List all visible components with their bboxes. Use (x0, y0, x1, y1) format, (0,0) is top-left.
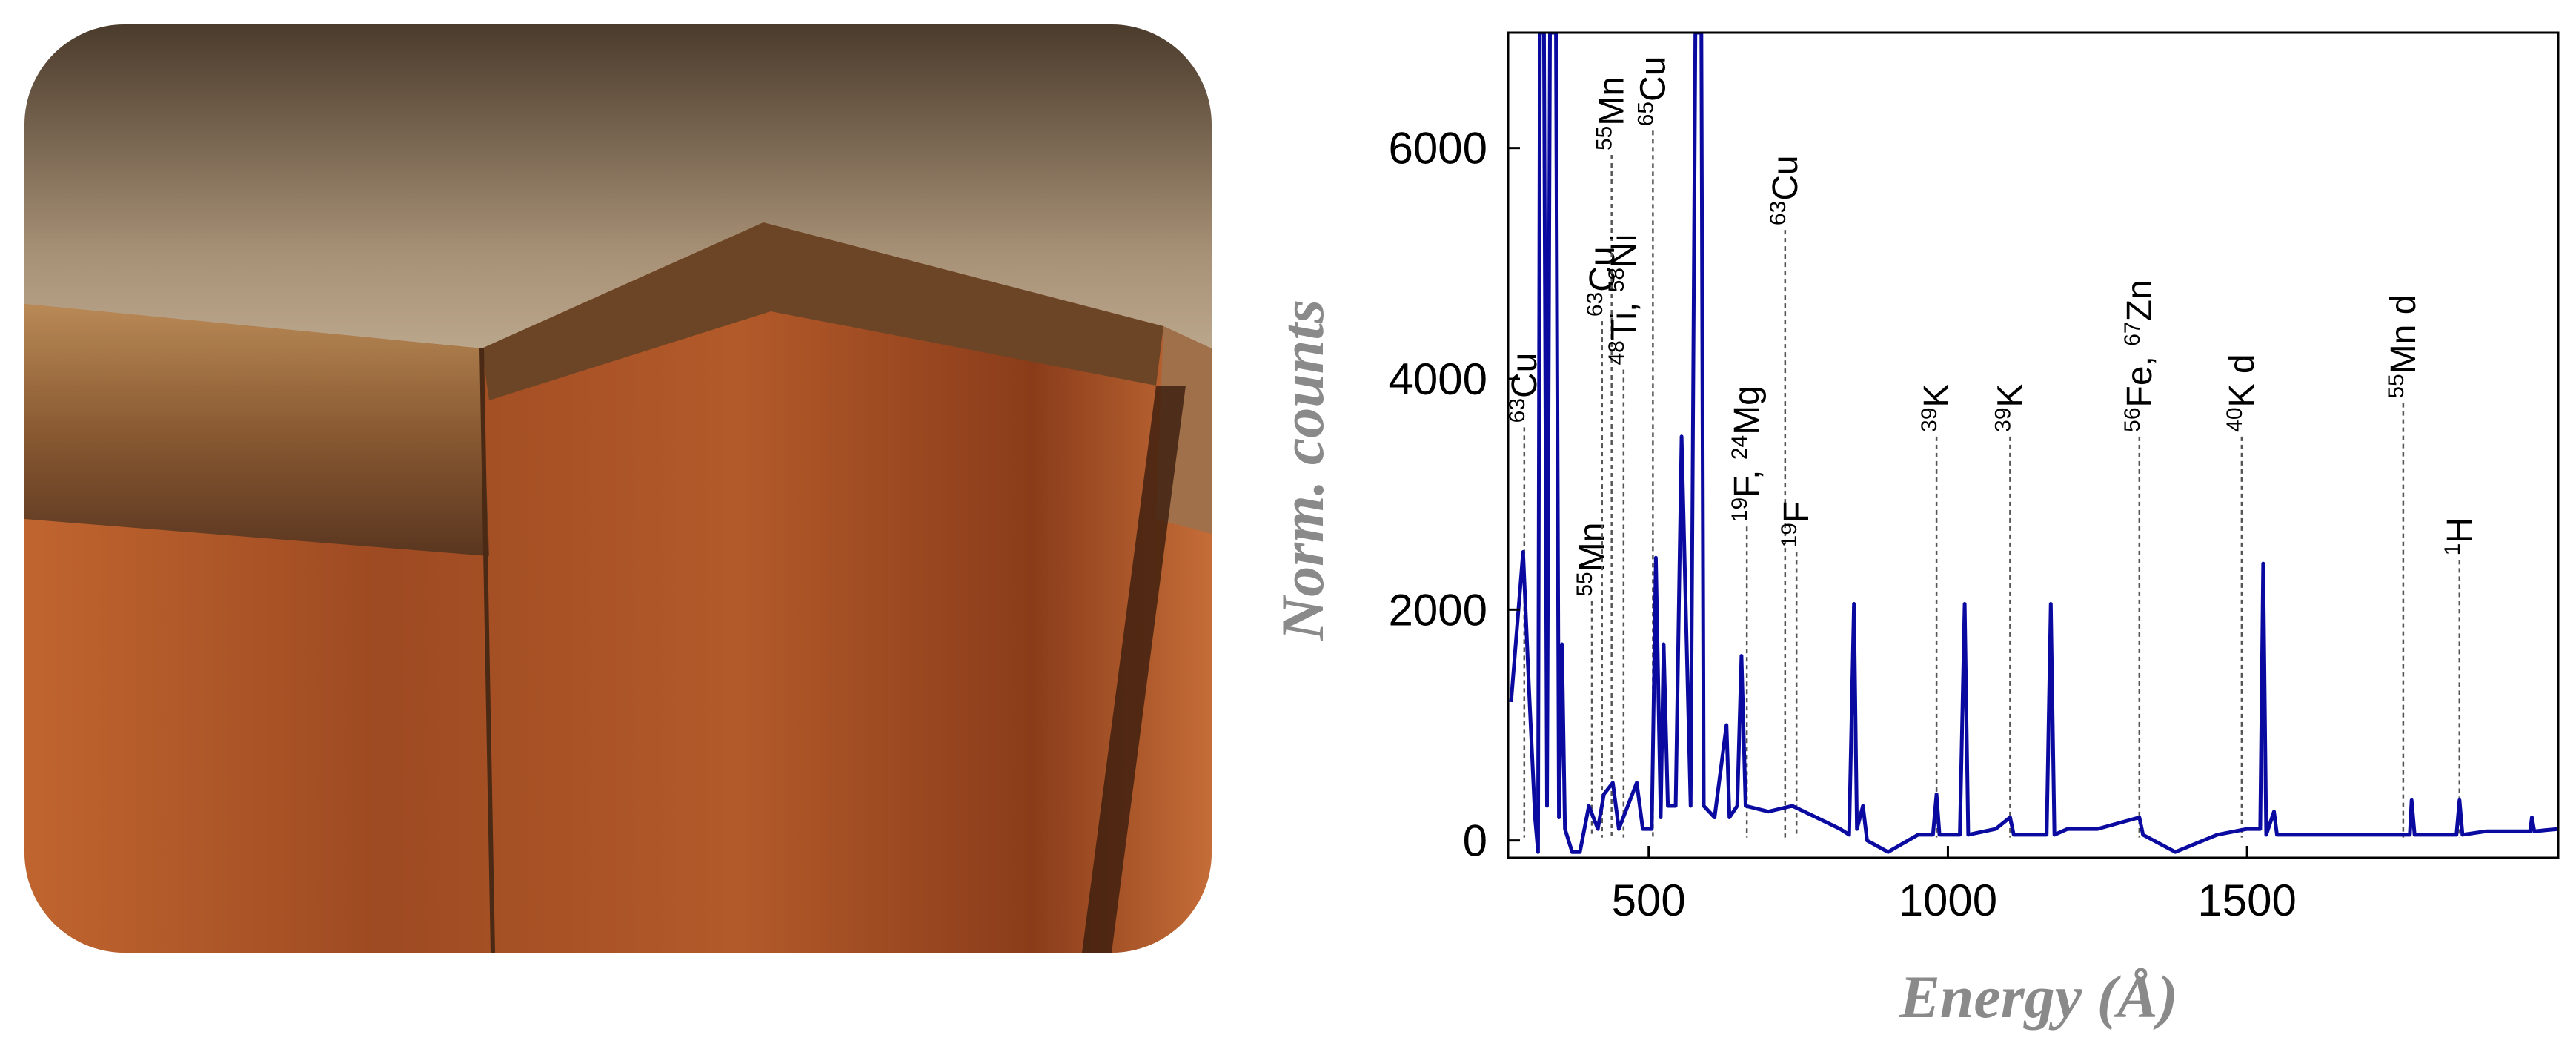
annotation-label: 56Fe, 67Zn (2120, 280, 2160, 431)
annotation-label: 39K (1991, 383, 2030, 431)
annotation-mass: 65 (1633, 102, 1658, 126)
annotation-label: 65Cu (1633, 56, 1673, 127)
annotation-element: Ti, (1604, 302, 1644, 341)
y-tick-label: 4000 (1389, 354, 1487, 404)
annotation-label: 55Mn (1573, 523, 1612, 597)
annotation-element: Zn (2120, 280, 2160, 321)
x-tick-label: 500 (1612, 876, 1686, 925)
annotation-mass: 40 (2223, 407, 2247, 431)
annotation-mass: 24 (1727, 435, 1752, 460)
annotation-element: Mn (1573, 523, 1612, 572)
annotation-element: Ni (1604, 234, 1644, 268)
annotation-element: Mg (1727, 386, 1767, 435)
annotation-mass: 39 (1991, 407, 2015, 431)
annotation-mass: 55 (1573, 572, 1597, 596)
x-tick-label: 1000 (1899, 876, 1997, 925)
annotation-label: 55Mn (1593, 76, 1632, 151)
y-tick-label: 6000 (1389, 124, 1487, 173)
y-tick-label: 2000 (1389, 585, 1487, 635)
annotation-mass: 63 (1583, 292, 1607, 317)
annotation-element: F, (1727, 470, 1767, 497)
annotation-element: F (1777, 501, 1816, 523)
annotation-label: 63Cu (1583, 246, 1622, 317)
annotation-element: Fe, (2120, 356, 2160, 407)
annotation-element: K (1991, 383, 2030, 407)
annotation-element: Cu (1633, 56, 1673, 102)
annotation-mass: 19 (1727, 497, 1752, 522)
annotation-element: Cu (1583, 246, 1622, 291)
annotation-element: Mn d (2384, 295, 2423, 374)
annotation-label: 48Ti, 58Ni (1604, 234, 1644, 366)
annotation-element: K d (2223, 354, 2262, 407)
annotation-mass: 67 (2120, 321, 2145, 345)
annotation-label: 39K (1917, 383, 1956, 431)
x-tick-label: 1500 (2197, 876, 2296, 925)
annotation-element: H (2440, 517, 2480, 543)
annotation-label: 19F (1777, 501, 1816, 548)
photo (24, 24, 1212, 953)
annotation-mass: 48 (1604, 340, 1629, 365)
annotation-mass: 58 (1604, 268, 1629, 292)
spectrum-line (1509, 33, 2558, 854)
annotation-element: K (1917, 383, 1956, 407)
annotation-label: 63Cu (1766, 155, 1805, 225)
annotation-mass: 55 (2384, 374, 2409, 398)
x-axis-title: Energy (Å) (1899, 963, 2178, 1031)
annotation-label: 55Mn d (2384, 295, 2423, 399)
annotation-label: 1H (2440, 517, 2480, 555)
annotation-mass: 1 (2440, 543, 2465, 556)
annotation-mass: 63 (1766, 201, 1790, 225)
annotation-label: 19F, 24Mg (1727, 386, 1767, 522)
annotation-element: Mn (1593, 76, 1632, 126)
annotation-mass: 56 (2120, 407, 2145, 431)
y-axis-title: Norm. counts (1269, 300, 1336, 641)
y-tick-label: 0 (1463, 816, 1487, 866)
plot-frame (1507, 31, 2560, 859)
annotation-element: Cu (1766, 155, 1805, 200)
annotation-label: 40K d (2223, 354, 2262, 431)
annotation-mass: 55 (1593, 126, 1617, 151)
annotation-mass: 19 (1777, 523, 1802, 547)
annotation-mass: 39 (1917, 407, 1942, 431)
